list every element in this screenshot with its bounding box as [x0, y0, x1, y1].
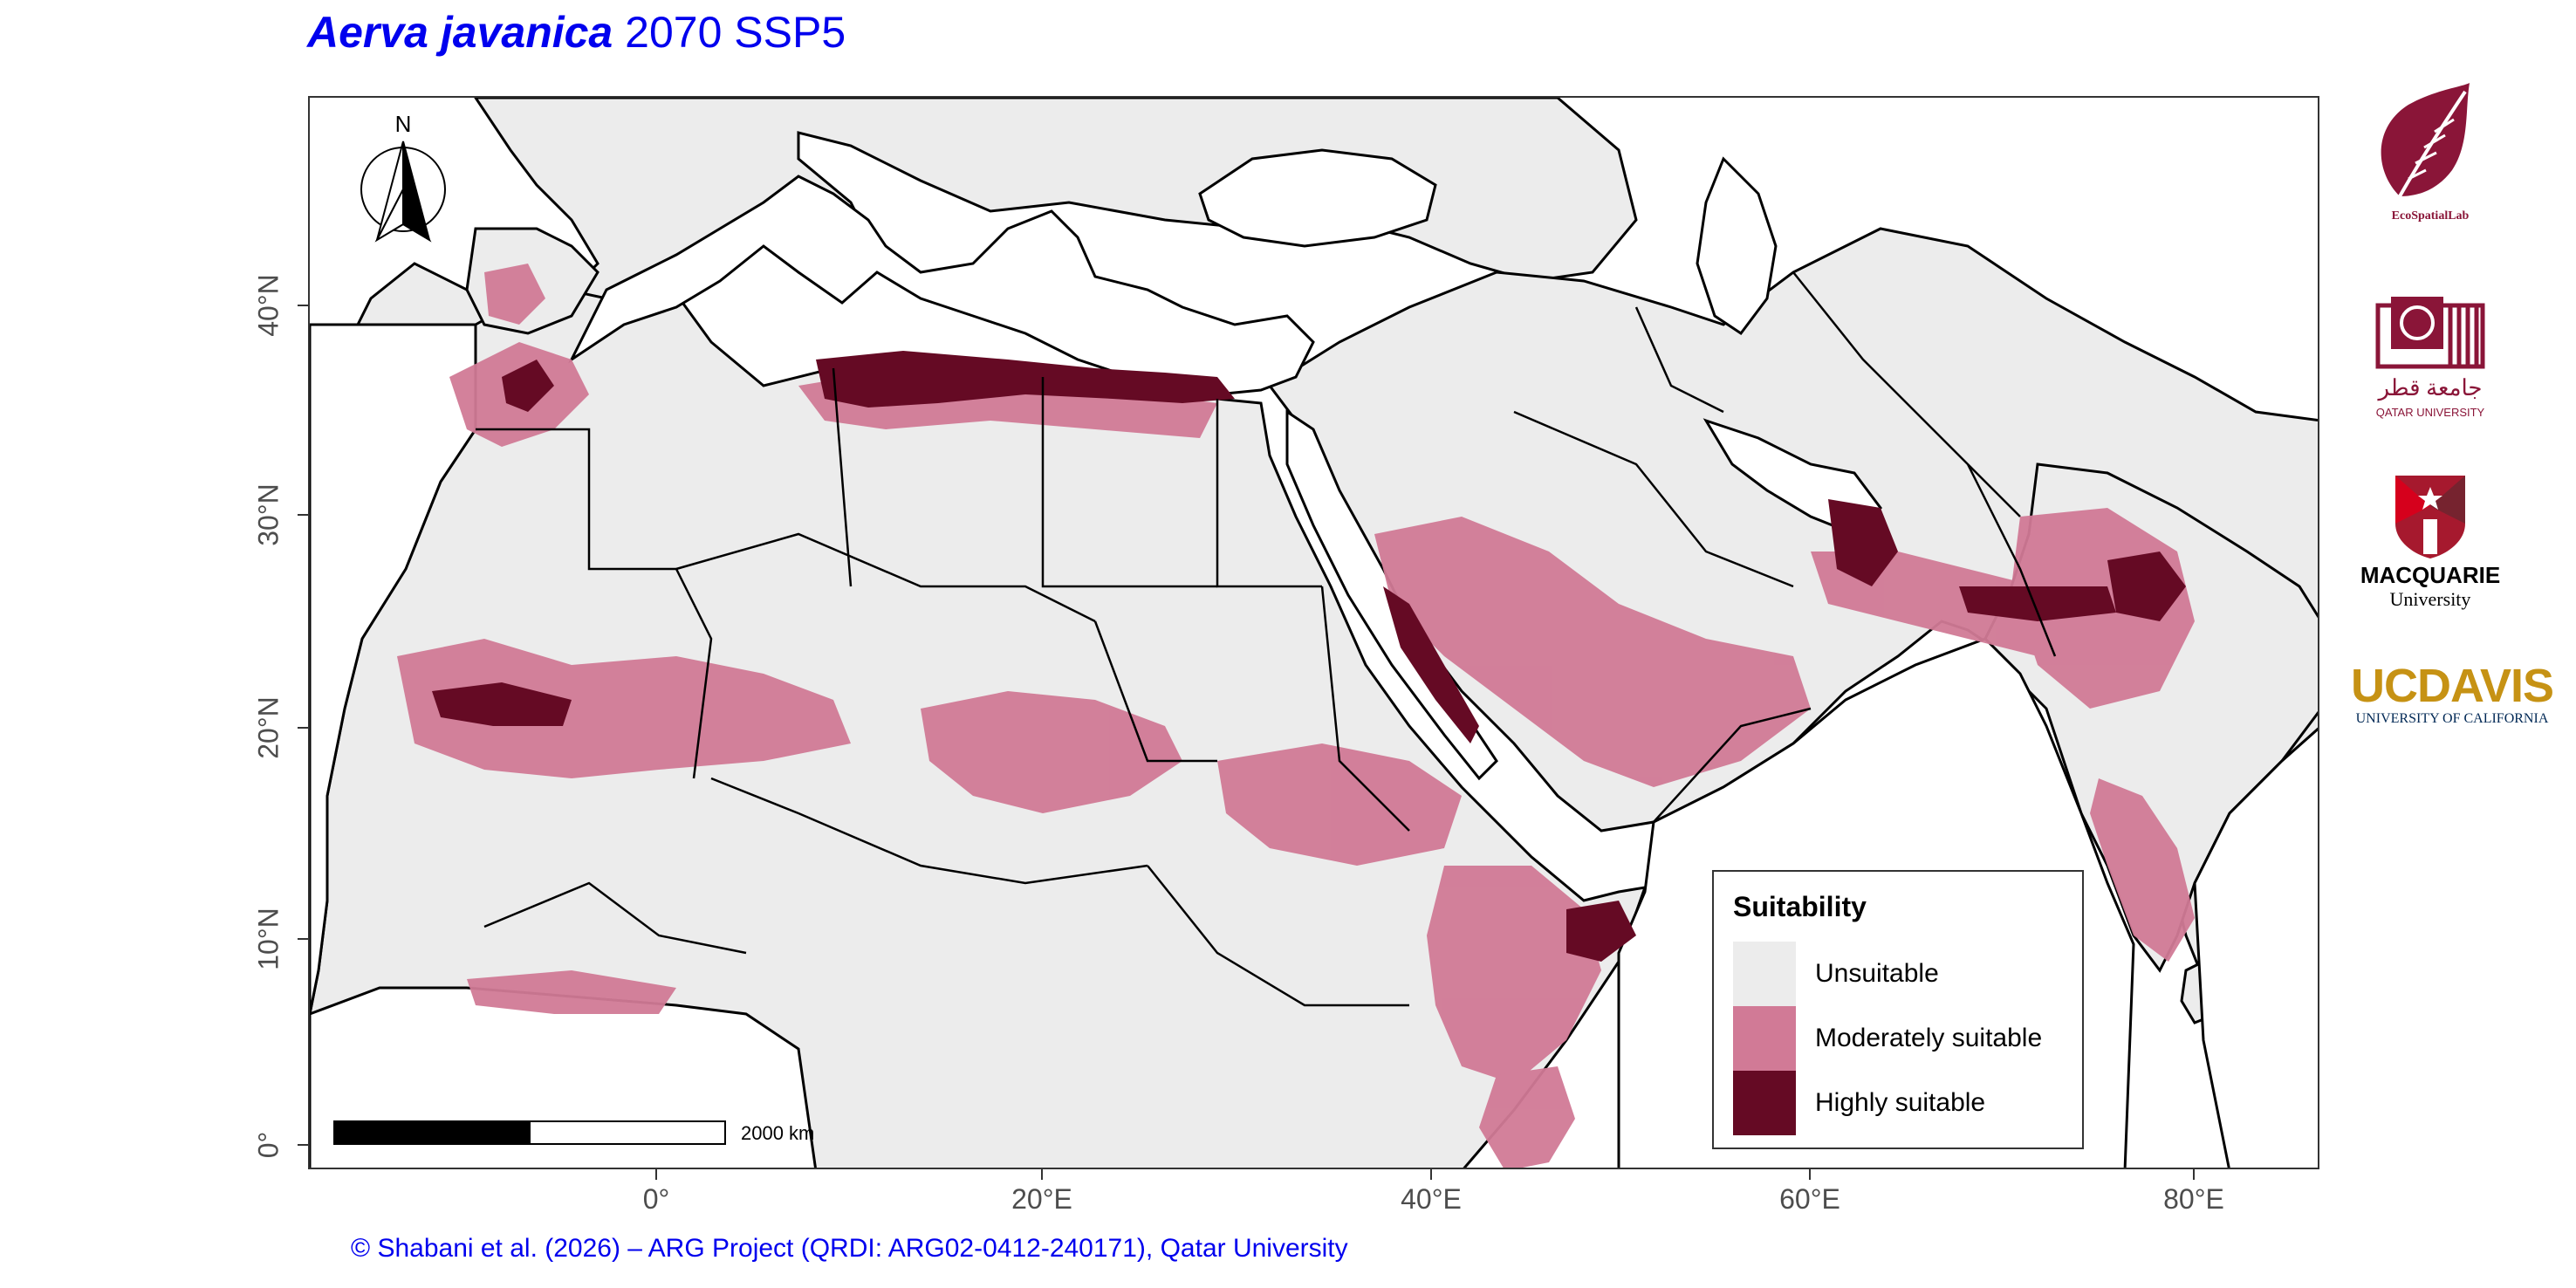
country-borders: [476, 271, 2057, 1007]
lon-tick-80e: 80°E: [2163, 1183, 2224, 1215]
map-panel: N 2000 km Suitability Unsuitable Moderat…: [308, 96, 2319, 1169]
suitability-legend: Suitability Unsuitable Moderately suitab…: [1712, 870, 2084, 1149]
moderate-sahel-central: [921, 691, 1182, 813]
mediterranean-sea: [568, 175, 1315, 396]
moderate-ethiopia: [1427, 866, 1601, 1084]
legend-swatch-unsuitable: [1733, 942, 1796, 1006]
lat-tick-0: 0°: [252, 1131, 284, 1159]
high-red-sea-coast: [1383, 586, 1479, 743]
legend-title: Suitability: [1733, 891, 1867, 922]
ucdavis-logo: UCDAVIS UNIVERSITY OF CALIFORNIA: [2339, 659, 2566, 737]
legend-label-high: Highly suitable: [1815, 1088, 1986, 1117]
lat-tick-mark-20n: [298, 727, 308, 729]
lat-tick-20n: 20°N: [252, 696, 284, 759]
black-sea: [1198, 148, 1437, 248]
bay-of-bengal: [2193, 727, 2318, 1168]
high-libya-egypt-coast: [816, 351, 1235, 408]
lat-tick-10n: 10°N: [252, 908, 284, 970]
lon-tick-0: 0°: [642, 1183, 670, 1215]
legend-swatch-moderate: [1733, 1006, 1796, 1071]
legend-item-high: Highly suitable: [1733, 1071, 2082, 1135]
high-oman: [1828, 499, 1898, 586]
ecospatiallab-logo: EcoSpatialLab: [2356, 83, 2504, 231]
ecospatiallab-label: EcoSpatialLab: [2391, 209, 2470, 223]
moderate-india-south: [2090, 778, 2195, 962]
legend-swatch-high: [1733, 1071, 1796, 1135]
lat-tick-mark-40n: [298, 305, 308, 306]
moderate-gulf-guinea: [467, 970, 676, 1014]
qatar-university-logo: جامعة قطر QATAR UNIVERSITY: [2356, 288, 2504, 428]
map-canvas: [310, 98, 2318, 1168]
moderate-iberia: [484, 264, 545, 325]
qatar-university-emblem-icon: [2375, 297, 2485, 369]
lon-tick-60e: 60°E: [1779, 1183, 1840, 1215]
north-arrow: N: [355, 111, 451, 243]
high-suitability-layer: [432, 351, 2186, 962]
leaf-icon: [2381, 83, 2470, 197]
copyright-footer: © Shabani et al. (2026) – ARG Project (Q…: [351, 1234, 1348, 1263]
high-india-northwest: [2107, 552, 2186, 621]
moderate-sudan: [1217, 743, 1462, 866]
legend-item-unsuitable: Unsuitable: [1733, 942, 2082, 1006]
lat-tick-mark-30n: [298, 514, 308, 516]
lat-tick-30n: 30°N: [252, 483, 284, 546]
lon-tick-20e: 20°E: [1011, 1183, 1072, 1215]
ucdavis-sub-label: UNIVERSITY OF CALIFORNIA: [2355, 711, 2549, 726]
north-arrow-icon: [360, 140, 446, 243]
north-arrow-label: N: [394, 111, 412, 137]
lon-tick-mark-20e: [1041, 1169, 1043, 1180]
qatar-university-english-label: QATAR UNIVERSITY: [2375, 406, 2485, 419]
legend-label-moderate: Moderately suitable: [1815, 1024, 2043, 1052]
map-title: Aerva javanica 2070 SSP5: [307, 7, 846, 58]
lat-tick-mark-10n: [298, 938, 308, 940]
high-morocco: [502, 360, 554, 412]
macquarie-sub-label: University: [2389, 588, 2471, 610]
macquarie-name-label: MACQUARIE: [2360, 562, 2501, 588]
caspian-sea: [1696, 156, 1778, 336]
scenario-label: 2070 SSP5: [625, 8, 846, 57]
lon-tick-mark-0: [655, 1169, 657, 1180]
moderate-arabia: [1374, 517, 1811, 787]
species-name: Aerva javanica: [307, 8, 613, 57]
high-pakistan-coast: [1959, 586, 2116, 621]
ucdavis-wordmark: UCDAVIS: [2339, 659, 2566, 713]
lon-tick-mark-40e: [1430, 1169, 1432, 1180]
ucdavis-uc-label: UC: [2350, 660, 2418, 712]
scale-bar-white-segment: [529, 1120, 726, 1145]
legend-label-unsuitable: Unsuitable: [1815, 959, 1939, 988]
lon-tick-mark-60e: [1809, 1169, 1811, 1180]
scale-bar-label: 2000 km: [741, 1122, 815, 1144]
macquarie-shield-icon: [2395, 476, 2465, 558]
qatar-university-arabic-label: جامعة قطر: [2378, 375, 2483, 401]
ucdavis-davis-label: DAVIS: [2416, 660, 2554, 712]
high-somalia: [1566, 901, 1636, 962]
scale-bar-black-segment: [333, 1120, 531, 1145]
legend-item-moderate: Moderately suitable: [1733, 1006, 2082, 1071]
high-mauritania: [432, 682, 572, 726]
moderate-kenya: [1479, 1066, 1575, 1168]
moderate-sahel-west: [397, 639, 851, 778]
macquarie-university-logo: MACQUARIE University: [2343, 471, 2518, 620]
lon-tick-40e: 40°E: [1401, 1183, 1462, 1215]
lon-tick-mark-80e: [2193, 1169, 2195, 1180]
lat-tick-mark-0: [298, 1144, 308, 1146]
lat-tick-40n: 40°N: [252, 274, 284, 337]
